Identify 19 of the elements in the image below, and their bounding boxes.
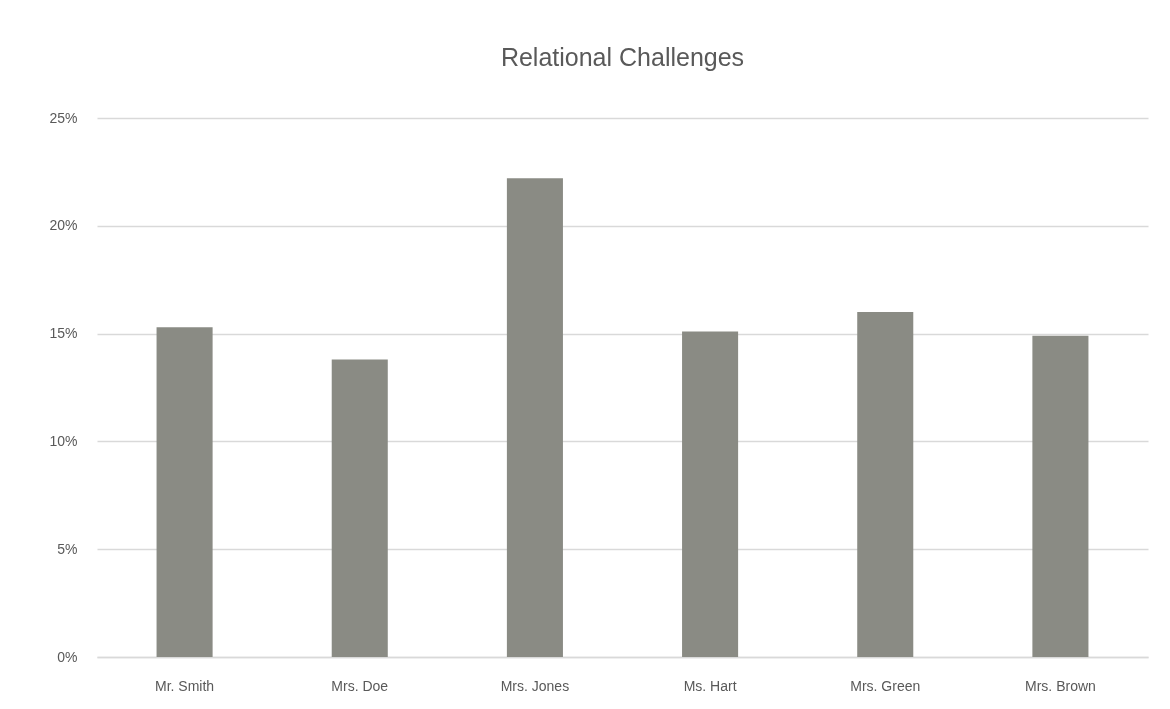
x-tick-label: Ms. Hart: [683, 677, 737, 694]
y-tick-label: 20%: [49, 217, 78, 234]
bar: [506, 178, 563, 657]
y-tick-label: 10%: [49, 432, 78, 449]
x-tick-label: Mrs. Brown: [1025, 677, 1096, 694]
chart-title: Relational Challenges: [500, 43, 745, 71]
bar: [1032, 335, 1089, 657]
y-tick-label: 15%: [49, 325, 78, 342]
bar: [156, 327, 213, 657]
x-tick-label: Mrs. Doe: [331, 677, 389, 694]
y-tick-label: 0%: [57, 648, 78, 665]
bar: [331, 359, 388, 657]
bar: [682, 331, 739, 657]
bar: [857, 312, 914, 657]
y-tick-label: 5%: [57, 540, 78, 557]
x-tick-label: Mrs. Jones: [500, 677, 570, 694]
y-tick-label: 25%: [49, 109, 78, 126]
x-tick-label: Mr. Smith: [155, 677, 215, 694]
x-tick-label: Mrs. Green: [850, 677, 921, 694]
